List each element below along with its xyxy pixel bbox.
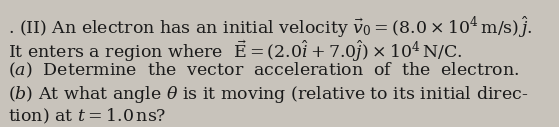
Text: $(b)$ At what angle $\theta$ is it moving (relative to its initial direc-: $(b)$ At what angle $\theta$ is it movin… [8, 84, 528, 105]
Text: $(a)$  Determine  the  vector  acceleration  of  the  electron.: $(a)$ Determine the vector acceleration … [8, 61, 519, 80]
Text: It enters a region where  $\vec{\mathrm{E}} = (2.0\hat{i} + 7.0\hat{j}) \times 1: It enters a region where $\vec{\mathrm{E… [8, 38, 462, 64]
Text: . (II) An electron has an initial velocity $\vec{v}_0 = (8.0 \times 10^4\, \math: . (II) An electron has an initial veloci… [8, 15, 533, 40]
Text: tion) at $t = 1.0\, \mathrm{ns}$?: tion) at $t = 1.0\, \mathrm{ns}$? [8, 107, 167, 126]
